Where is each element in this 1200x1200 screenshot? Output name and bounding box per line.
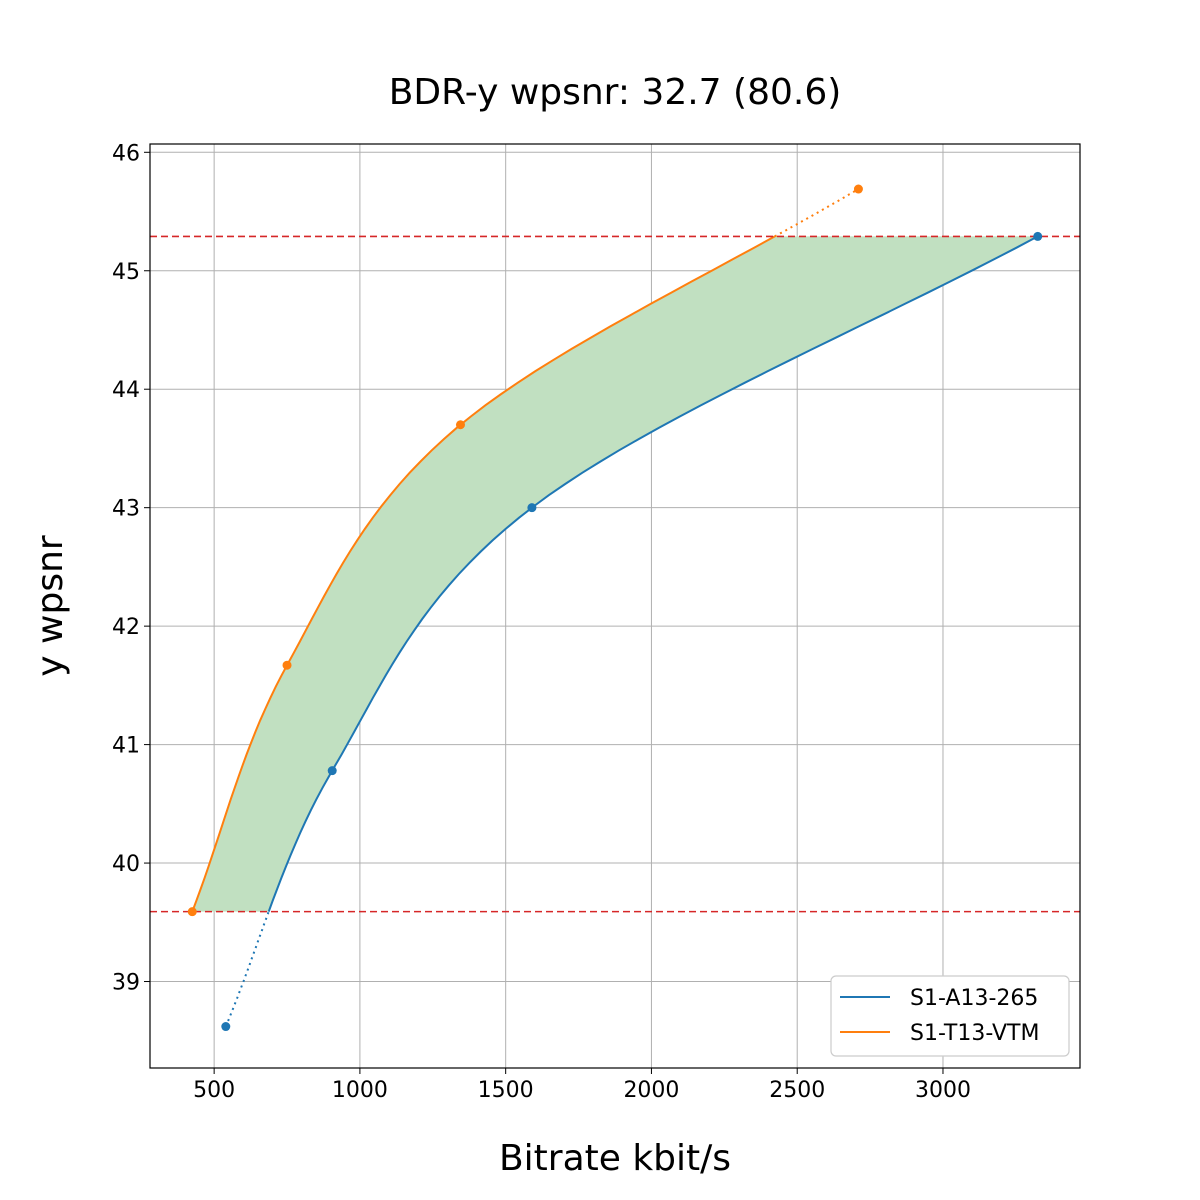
- legend-label: S1-A13-265: [910, 986, 1038, 1011]
- series-line: [267, 235, 1039, 912]
- x-tick-label: 1500: [478, 1078, 534, 1103]
- y-tick-label: 41: [112, 734, 140, 759]
- y-axis-label: y wpsnr: [30, 535, 71, 677]
- y-tick-label: 44: [112, 378, 140, 403]
- y-tick-label: 42: [112, 615, 140, 640]
- y-tick-label: 40: [112, 852, 140, 877]
- data-point: [853, 184, 863, 194]
- plot-background: [150, 144, 1080, 1068]
- x-tick-label: 3000: [915, 1078, 971, 1103]
- x-axis-label: Bitrate kbit/s: [499, 1138, 731, 1179]
- legend-box: [830, 975, 1070, 1057]
- y-tick-label: 45: [112, 260, 140, 285]
- x-tick-label: 1000: [332, 1078, 388, 1103]
- bdr-area: [192, 236, 1038, 912]
- x-tick-label: 500: [193, 1078, 235, 1103]
- legend: S1-A13-265 S1-T13-VTM: [830, 975, 1070, 1057]
- y-tick-label: 43: [112, 497, 140, 522]
- x-tick-label: 2000: [623, 1078, 679, 1103]
- data-point: [455, 420, 465, 430]
- y-tick-label: 39: [112, 971, 140, 996]
- data-point: [327, 766, 337, 776]
- legend-label: S1-T13-VTM: [910, 1021, 1039, 1046]
- series-extrapolation: [774, 188, 859, 238]
- plot-frame: [149, 143, 1081, 1069]
- data-point: [187, 907, 197, 917]
- plot-area: 500 1000 1500 2000 2500 3000 39 40 41 42 43 44 45 46: [112, 141, 1081, 1103]
- data-point: [1033, 231, 1043, 241]
- data-point: [221, 1022, 231, 1032]
- chart-title: BDR-y wpsnr: 32.7 (80.6): [389, 72, 842, 113]
- series-line: [191, 235, 776, 912]
- series-extrapolation: [224, 911, 270, 1027]
- x-tick-label: 2500: [769, 1078, 825, 1103]
- y-tick-label: 46: [112, 141, 140, 166]
- data-point: [282, 660, 292, 670]
- data-point: [527, 503, 537, 513]
